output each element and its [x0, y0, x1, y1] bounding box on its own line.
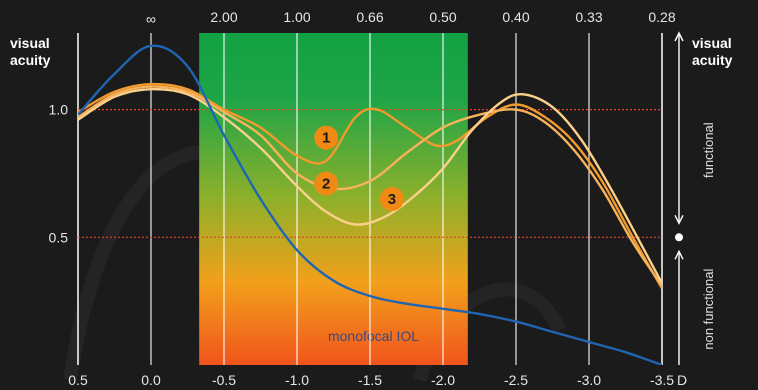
y-axis-title-line1: visual: [10, 35, 50, 51]
x-tick-label: -3.0: [577, 372, 601, 388]
monofocal-iol-label: monofocal IOL: [328, 328, 419, 344]
top-tick-label: 0.66: [356, 9, 383, 25]
top-tick-label: 0.33: [575, 9, 602, 25]
x-tick-label: 0.5: [68, 372, 88, 388]
series-badges: 1 2 3: [314, 125, 404, 211]
top-tick-label: ∞: [146, 11, 156, 27]
x-tick-label: -2.5: [504, 372, 528, 388]
y-axis-title-line2: acuity: [10, 52, 51, 68]
right-axis-title-line1: visual: [692, 35, 732, 51]
series-line-1: [78, 82, 662, 289]
top-tick-label: 0.50: [429, 9, 456, 25]
badge-label: 3: [388, 191, 396, 208]
top-tick-label: 0.40: [502, 9, 529, 25]
functional-indicator: functional non functional: [674, 31, 716, 365]
x-tick-label: -1.0: [285, 372, 309, 388]
non-functional-label: non functional: [701, 269, 716, 350]
x-tick-label: -2.0: [431, 372, 455, 388]
series-badge-2: 2: [314, 171, 339, 196]
arrow-up-icon: [674, 31, 684, 42]
functional-label: functional: [701, 122, 716, 178]
series-line-monofocal: [78, 44, 662, 365]
series-badge-1: 1: [314, 125, 339, 150]
arrow-up-icon: [674, 249, 684, 260]
x-tick-label: -0.5: [212, 372, 236, 388]
x-tick-label: 0.0: [141, 372, 161, 388]
right-axis-title-line2: acuity: [692, 52, 733, 68]
functional-zone-band: [199, 33, 468, 365]
top-tick-label: 2.00: [210, 9, 237, 25]
y-tick-label: 1.0: [49, 102, 69, 118]
y-tick-label: 0.5: [49, 229, 69, 245]
badge-label: 2: [322, 176, 330, 193]
top-tick-label: 0.28: [648, 9, 675, 25]
badge-circle: [314, 125, 339, 150]
x-tick-label: -3.5: [650, 372, 674, 388]
x-tick-labels: 0.5 0.0 -0.5 -1.0 -1.5 -2.0 -2.5 -3.0 -3.5: [68, 372, 674, 388]
plot-frame: [77, 33, 663, 365]
badge-circle: [379, 187, 404, 211]
y-tick-labels: 1.0 0.5: [49, 102, 69, 246]
top-tick-label: 1.00: [283, 9, 310, 25]
badge-circle: [314, 171, 339, 196]
threshold-dot-icon: [675, 233, 683, 242]
series-badge-3: 3: [379, 187, 404, 211]
top-tick-labels: ∞ 2.00 1.00 0.66 0.50 0.40 0.33 0.28: [146, 9, 676, 27]
arrow-down-icon: [674, 214, 684, 225]
x-unit-label: D: [677, 372, 687, 388]
badge-label: 1: [322, 130, 330, 147]
series-line-2: [78, 85, 662, 287]
x-tick-label: -1.5: [358, 372, 382, 388]
